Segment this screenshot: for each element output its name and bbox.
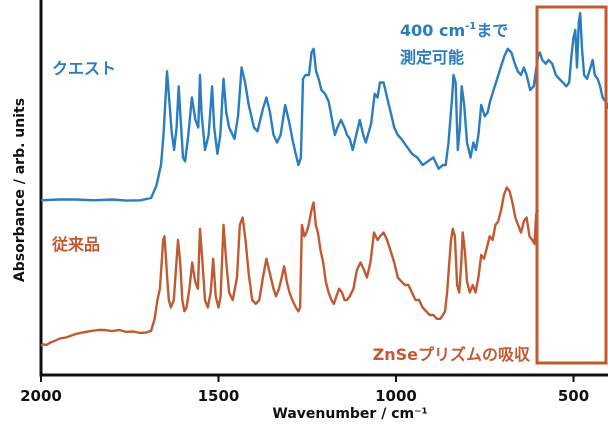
x-axis-ticks: 2000 1500 1000 500 (20, 375, 589, 405)
annotation-znse-absorption: ZnSeプリズムの吸収 (373, 345, 531, 364)
annotation-measurable-line1: 400 cm-1まで (400, 21, 508, 40)
series-line-quest (40, 11, 608, 202)
znse-absorption-box (535, 5, 608, 365)
legend-label-conventional: 従来品 (51, 235, 100, 254)
x-tick-label: 1500 (198, 387, 240, 405)
x-tick-label: 2000 (20, 387, 62, 405)
y-axis-title: Absorbance / arb. units (12, 98, 28, 282)
legend-label-quest: クエスト (52, 59, 116, 78)
x-tick-label: 1000 (375, 387, 417, 405)
series-line-conventional (40, 186, 540, 347)
annotation-measurable-line2: 測定可能 (400, 48, 464, 67)
x-tick-label: 500 (558, 387, 589, 405)
x-axis-title: Wavenumber / cm⁻¹ (272, 406, 427, 422)
series-layer (40, 11, 608, 347)
